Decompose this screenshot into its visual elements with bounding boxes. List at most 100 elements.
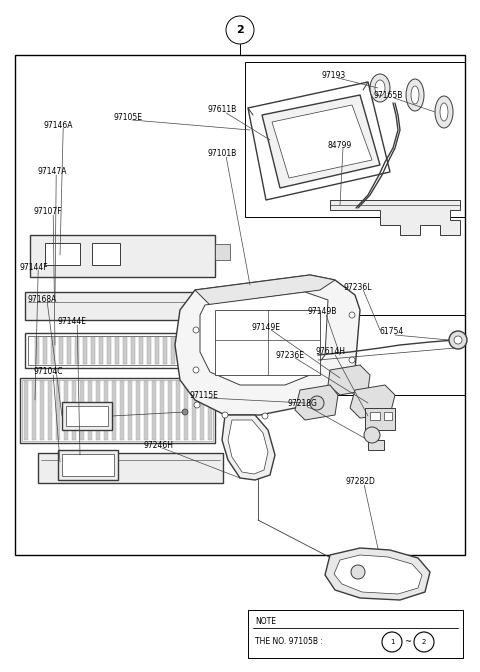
Text: 97614H: 97614H	[316, 347, 346, 357]
Bar	[195, 337, 199, 364]
Polygon shape	[215, 244, 230, 260]
Text: 97236L: 97236L	[344, 282, 372, 292]
Text: 97115E: 97115E	[189, 390, 218, 399]
Bar	[15, 55, 465, 555]
Text: 97144F: 97144F	[19, 263, 48, 271]
Text: 97168A: 97168A	[28, 294, 58, 304]
Bar	[203, 337, 207, 364]
Circle shape	[349, 312, 355, 318]
Bar	[144, 381, 148, 440]
Bar	[28, 336, 242, 365]
Bar	[30, 235, 215, 277]
Circle shape	[310, 396, 324, 410]
Bar	[92, 243, 120, 265]
Bar	[43, 337, 47, 364]
Polygon shape	[222, 415, 275, 480]
Bar	[168, 381, 172, 440]
Polygon shape	[195, 275, 335, 305]
Bar	[35, 337, 39, 364]
Bar	[75, 337, 79, 364]
Circle shape	[449, 331, 467, 349]
Text: THE NO. 97105B :: THE NO. 97105B :	[255, 638, 325, 646]
Bar	[211, 337, 215, 364]
Bar	[80, 381, 84, 440]
Bar	[171, 337, 175, 364]
Bar	[120, 381, 124, 440]
Text: ~: ~	[404, 638, 411, 646]
Text: 97147A: 97147A	[37, 167, 67, 177]
Bar	[368, 440, 384, 450]
Polygon shape	[328, 365, 370, 395]
Bar	[112, 381, 116, 440]
Bar	[62, 454, 114, 476]
Text: 97144E: 97144E	[58, 317, 87, 327]
Ellipse shape	[440, 103, 448, 121]
Circle shape	[382, 632, 402, 652]
Bar	[25, 292, 225, 320]
Bar	[176, 381, 180, 440]
Text: 97193: 97193	[322, 71, 346, 79]
Bar	[123, 337, 127, 364]
Text: 97165B: 97165B	[374, 91, 403, 99]
Bar	[219, 337, 223, 364]
Circle shape	[307, 402, 313, 408]
Bar	[62, 402, 112, 430]
Bar	[235, 337, 239, 364]
Bar	[152, 381, 156, 440]
Bar	[192, 381, 196, 440]
Bar	[38, 453, 223, 483]
Bar	[83, 337, 87, 364]
Bar	[51, 337, 55, 364]
Bar	[248, 610, 463, 658]
Polygon shape	[350, 385, 395, 418]
Bar	[58, 450, 118, 480]
Text: 97282D: 97282D	[345, 478, 375, 487]
Polygon shape	[272, 105, 372, 178]
Polygon shape	[175, 275, 360, 415]
Text: 97104C: 97104C	[34, 368, 63, 376]
Circle shape	[262, 413, 268, 419]
Bar	[370, 412, 380, 420]
Bar	[147, 337, 151, 364]
Bar	[208, 381, 212, 440]
Bar	[160, 381, 164, 440]
Bar	[107, 337, 111, 364]
Bar	[215, 310, 320, 375]
Bar	[59, 337, 63, 364]
Circle shape	[454, 336, 462, 344]
Text: 1: 1	[390, 639, 394, 645]
Bar	[115, 337, 119, 364]
Bar	[163, 337, 167, 364]
Ellipse shape	[370, 74, 390, 102]
Circle shape	[182, 409, 188, 415]
Circle shape	[351, 565, 365, 579]
Ellipse shape	[375, 80, 385, 96]
Bar	[200, 381, 204, 440]
Bar	[227, 337, 231, 364]
Polygon shape	[262, 95, 380, 188]
Bar	[136, 381, 140, 440]
Bar	[187, 337, 191, 364]
Bar	[32, 381, 36, 440]
Text: 97101B: 97101B	[207, 149, 236, 159]
Text: 97146A: 97146A	[44, 120, 73, 130]
Bar	[88, 381, 92, 440]
Bar	[48, 381, 52, 440]
Bar	[45, 243, 80, 265]
Bar	[139, 337, 143, 364]
Bar	[155, 337, 159, 364]
Bar	[131, 337, 135, 364]
Bar	[66, 406, 108, 426]
Text: 97149B: 97149B	[307, 308, 336, 317]
Text: NOTE: NOTE	[255, 618, 276, 626]
Text: 97149E: 97149E	[252, 323, 281, 331]
Polygon shape	[325, 548, 430, 600]
Text: 97105E: 97105E	[113, 112, 142, 122]
Text: 97611B: 97611B	[207, 106, 236, 114]
Bar	[72, 381, 76, 440]
Text: 84799: 84799	[327, 140, 351, 149]
Ellipse shape	[435, 96, 453, 128]
Bar	[96, 381, 100, 440]
Bar	[128, 381, 132, 440]
Bar	[24, 381, 28, 440]
